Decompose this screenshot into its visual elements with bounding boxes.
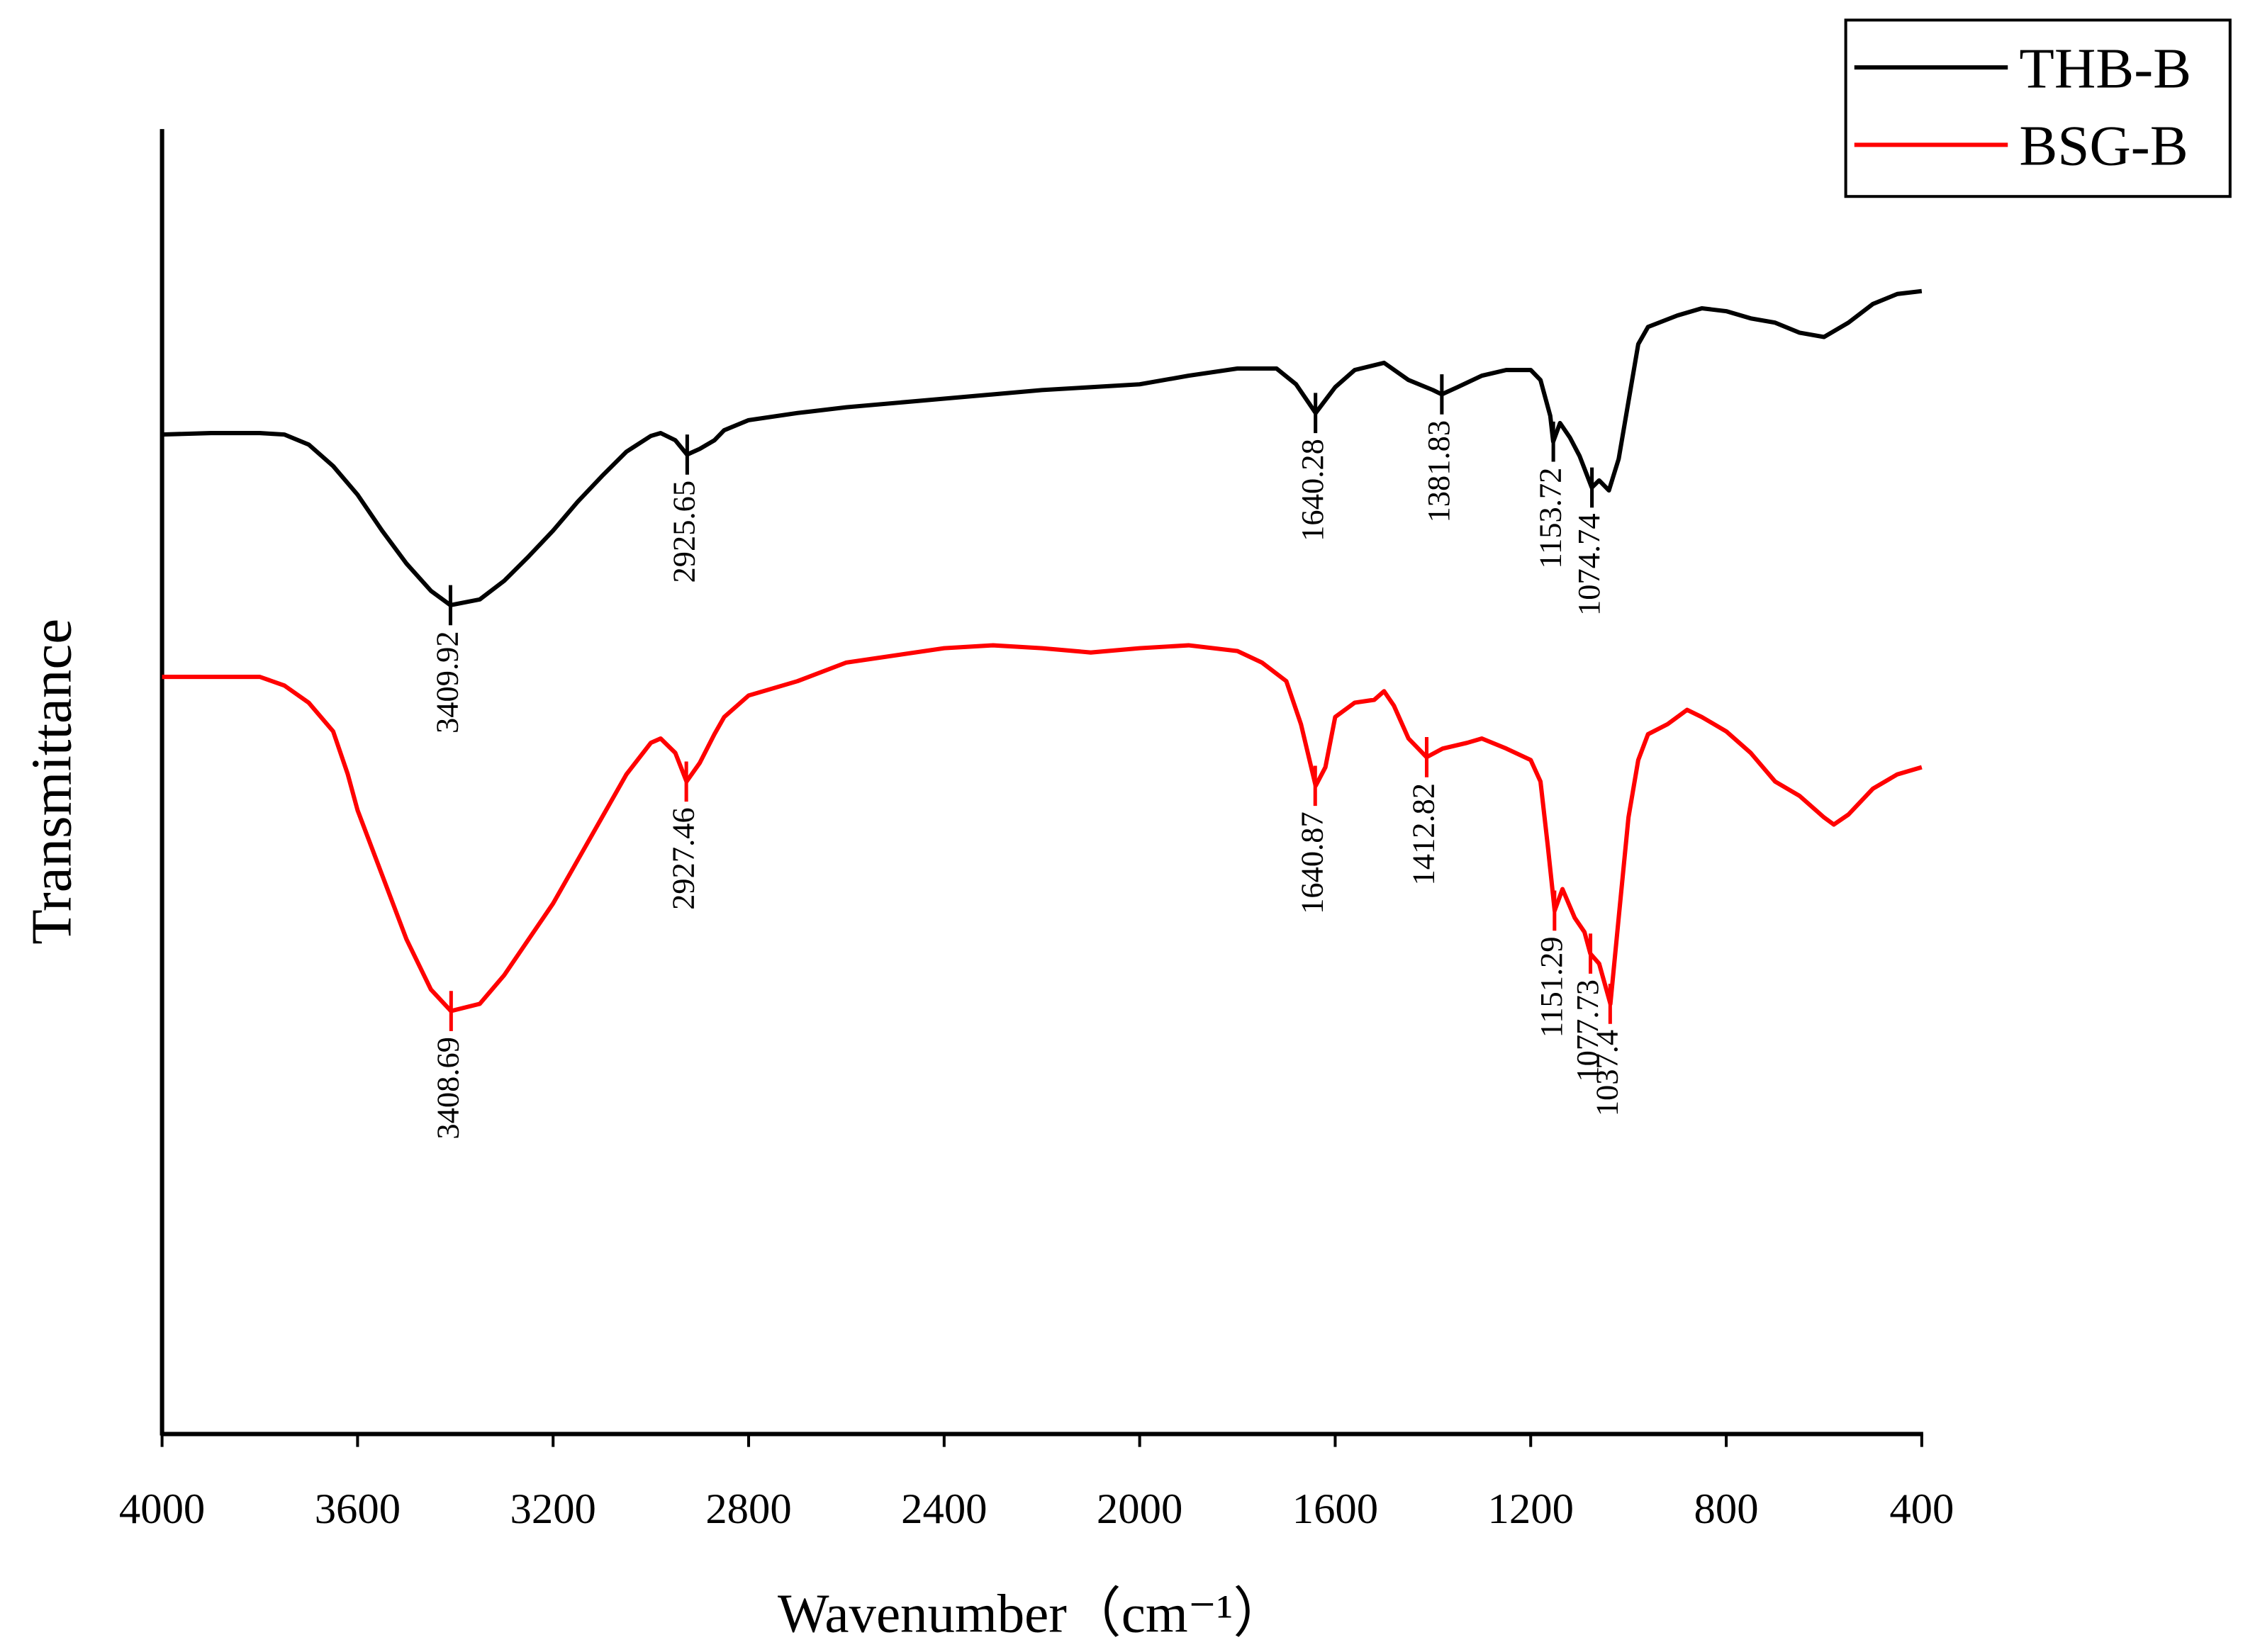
- peak-label: 1640.28: [1294, 439, 1330, 541]
- spectrum-line: [162, 288, 1923, 607]
- x-tick-label: 3200: [510, 1485, 596, 1533]
- peak-label: 1074.74: [1571, 513, 1606, 616]
- legend-box: [1844, 18, 2232, 198]
- legend-label: THB-B: [2019, 36, 2191, 100]
- peak-label: 1153.72: [1532, 468, 1567, 569]
- peak-label: 1412.82: [1406, 783, 1441, 886]
- peak-label: 1381.83: [1421, 420, 1456, 523]
- x-tick-label: 3600: [315, 1485, 401, 1533]
- peak-label: 2925.65: [666, 481, 702, 583]
- x-tick-label: 1600: [1292, 1485, 1378, 1533]
- peak-label: 3409.92: [430, 631, 465, 734]
- x-tick-label: 400: [1889, 1485, 1954, 1533]
- peak-label: 1151.29: [1533, 936, 1569, 1038]
- legend-label: BSG-B: [2019, 114, 2188, 178]
- peak-label: 1640.87: [1294, 811, 1329, 914]
- peak-label: 1037.4: [1589, 1030, 1625, 1116]
- x-tick-label: 800: [1694, 1485, 1759, 1533]
- x-tick-label: 1200: [1488, 1485, 1574, 1533]
- peak-label: 1077.73: [1570, 979, 1605, 1082]
- x-tick-label: 2000: [1097, 1485, 1182, 1533]
- y-axis-label: Transmittance: [20, 619, 84, 945]
- spectrum-line: [162, 643, 1923, 1013]
- x-tick-label: 4000: [119, 1485, 205, 1533]
- x-tick-label: 2400: [901, 1485, 987, 1533]
- peak-label: 2927.46: [665, 807, 700, 910]
- peak-label: 3408.69: [430, 1037, 466, 1140]
- x-axis-label: Wavenumber（cm⁻¹）: [778, 1583, 1287, 1644]
- x-tick-label: 2800: [705, 1485, 791, 1533]
